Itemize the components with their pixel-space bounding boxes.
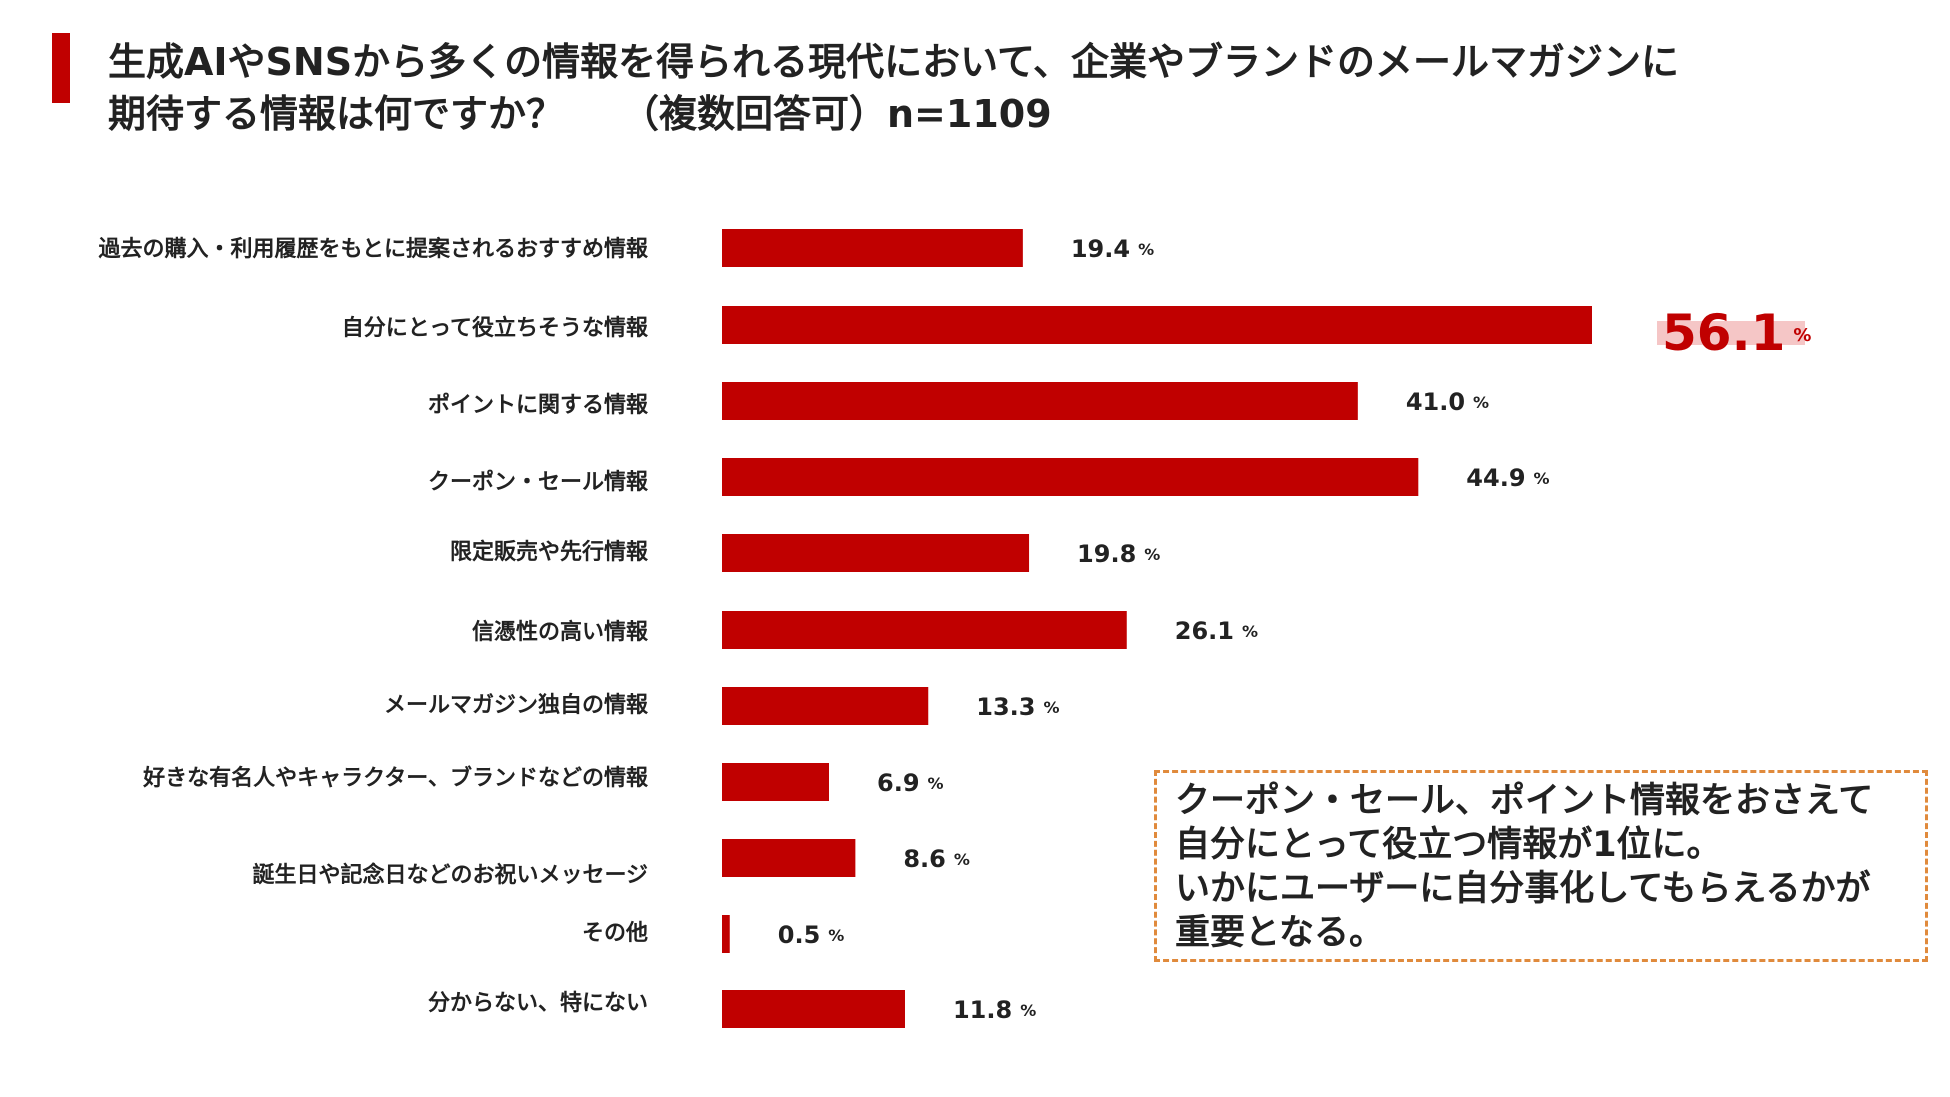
callout-line3: いかにユーザーに自分事化してもらえるかが [1175, 869, 1871, 909]
value-label: 6.9% [877, 769, 944, 797]
value-label: 11.8% [953, 996, 1036, 1024]
category-label: ポイントに関する情報 [428, 392, 649, 418]
chart-title-line2: 期待する情報は何ですか？ （複数回答可）n=1109 [108, 92, 1052, 136]
category-label: 自分にとって役立ちそうな情報 [342, 315, 649, 341]
highlight-band [1657, 321, 1805, 345]
value-label: 26.1% [1175, 617, 1258, 645]
category-label: 分からない、特にない [428, 990, 648, 1016]
bar [722, 306, 1592, 344]
value-label: 19.8% [1077, 540, 1160, 568]
chart-title-line1: 生成AIやSNSから多くの情報を得られる現代において、企業やブランドのメールマガ… [108, 40, 1680, 84]
bar [722, 534, 1030, 572]
category-label: 過去の購入・利用履歴をもとに提案されるおすすめ情報 [98, 236, 649, 262]
category-label: 限定販売や先行情報 [450, 539, 649, 565]
bar [722, 611, 1127, 649]
category-label: 誕生日や記念日などのお祝いメッセージ [252, 862, 648, 888]
value-label: 0.5% [778, 921, 845, 949]
value-label: 41.0% [1406, 388, 1489, 416]
callout-box: クーポン・セール、ポイント情報をおさえて 自分にとって役立つ情報が1位に。 いか… [1154, 770, 1928, 962]
bar [722, 382, 1358, 420]
title-accent-bar [52, 33, 70, 103]
bar [722, 763, 830, 801]
value-label: 8.6% [903, 845, 970, 873]
bar [722, 458, 1419, 496]
value-label: 44.9% [1466, 464, 1549, 492]
bar [722, 990, 905, 1028]
value-label: 56.1% [1662, 304, 1811, 362]
category-label: 好きな有名人やキャラクター、ブランドなどの情報 [142, 765, 649, 791]
bar [722, 687, 929, 725]
category-label: メールマガジン独自の情報 [384, 692, 649, 718]
bar [722, 229, 1023, 267]
value-label: 19.4% [1071, 235, 1154, 263]
category-label: その他 [582, 921, 648, 946]
category-label: 信憑性の高い情報 [472, 619, 649, 645]
callout-line4: 重要となる。 [1175, 913, 1384, 953]
bar [722, 839, 856, 877]
callout-line1: クーポン・セール、ポイント情報をおさえて [1175, 781, 1874, 821]
value-label: 13.3% [976, 693, 1059, 721]
callout-line2: 自分にとって役立つ情報が1位に。 [1175, 825, 1722, 865]
bar [722, 915, 730, 953]
chart-title: 生成AIやSNSから多くの情報を得られる現代において、企業やブランドのメールマガ… [108, 36, 1908, 140]
category-label: クーポン・セール情報 [428, 469, 649, 495]
